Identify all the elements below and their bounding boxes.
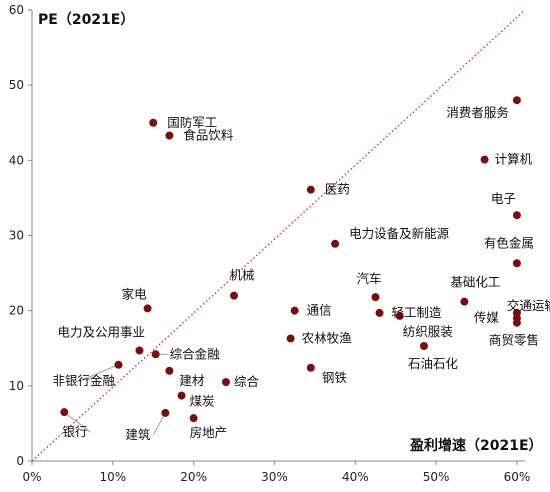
data-point <box>419 341 428 350</box>
point-label: 计算机 <box>495 152 533 167</box>
data-point <box>189 414 198 423</box>
y-tick-label: 60 <box>9 3 24 17</box>
point-label: 通信 <box>307 303 332 318</box>
point-label: 轻工制造 <box>392 305 443 320</box>
data-point <box>135 346 144 355</box>
data-point <box>143 304 152 313</box>
data-point <box>306 363 315 372</box>
point-label: 家电 <box>122 286 148 301</box>
leader-line <box>80 364 119 382</box>
point-label: 汽车 <box>356 271 381 286</box>
point-label: 建材 <box>179 373 204 388</box>
data-point <box>177 391 186 400</box>
point-label: 农林牧渔 <box>302 330 352 345</box>
x-tick-label: 10% <box>99 470 126 484</box>
data-point <box>221 378 230 387</box>
data-point <box>306 185 315 194</box>
x-tick-label: 60% <box>504 470 531 484</box>
chart-title: PE（2021E） <box>38 12 134 28</box>
point-label: 有色金属 <box>484 235 534 250</box>
point-label: 电子 <box>491 191 516 206</box>
point-label: 建筑 <box>125 427 151 442</box>
point-label: 商贸零售 <box>489 333 539 348</box>
point-label: 国防军工 <box>167 115 217 130</box>
point-label: 银行 <box>62 424 87 439</box>
point-label: 钢铁 <box>322 370 348 385</box>
point-label: 医药 <box>325 182 350 197</box>
data-point <box>286 334 295 343</box>
point-label: 电力及公用事业 <box>57 325 145 340</box>
point-label: 纺织服装 <box>403 324 453 339</box>
leader-line <box>64 411 91 433</box>
x-tick-label: 30% <box>261 470 288 484</box>
point-label: 综合 <box>234 374 260 389</box>
x-axis-label: 盈利增速（2021E） <box>409 437 543 454</box>
y-tick-label: 20 <box>9 304 24 318</box>
data-point <box>230 291 239 300</box>
point-label: 非银行金融 <box>52 373 115 388</box>
axes: 0 10 20 30 40 50 60 0% 10% 20% 30% 40% 50% 60% <box>9 3 531 484</box>
data-point <box>512 211 521 220</box>
point-label: 传媒 <box>474 310 500 325</box>
y-tick-label: 30 <box>9 229 24 243</box>
data-point <box>151 350 160 359</box>
x-tick-label: 40% <box>342 470 369 484</box>
data-point <box>512 96 521 105</box>
data-point <box>149 118 158 127</box>
y-tick-label: 50 <box>9 78 24 92</box>
data-point <box>375 308 384 317</box>
reference-line <box>31 9 526 462</box>
data-point <box>60 408 69 417</box>
data-point <box>512 318 521 327</box>
data-point <box>480 155 489 164</box>
point-label: 煤炭 <box>190 394 215 409</box>
point-label: 机械 <box>230 268 256 283</box>
data-point <box>114 360 123 369</box>
data-point <box>395 311 404 320</box>
point-label: 消费者服务 <box>446 105 509 120</box>
point-label: 综合金融 <box>170 346 221 361</box>
data-point <box>165 131 174 140</box>
point-label: 石油石化 <box>408 356 459 371</box>
data-point <box>165 366 174 375</box>
data-point <box>331 239 340 248</box>
x-tick-label: 20% <box>180 470 207 484</box>
x-tick-label: 50% <box>423 470 450 484</box>
y-tick-label: 0 <box>16 454 24 468</box>
diagonal-reference-line <box>31 9 526 462</box>
x-tick-label: 0% <box>22 470 41 484</box>
data-point <box>371 293 380 302</box>
point-label: 房地产 <box>190 425 228 440</box>
y-tick-label: 10 <box>9 379 24 393</box>
data-point <box>460 297 469 306</box>
y-tick-label: 40 <box>9 153 24 167</box>
point-label: 交通运输 <box>507 298 550 313</box>
leader-line <box>153 412 166 436</box>
data-point <box>161 408 170 417</box>
point-label: 电力设备及新能源 <box>349 226 450 241</box>
data-points <box>60 96 521 423</box>
point-label: 食品饮料 <box>183 128 234 143</box>
point-label: 基础化工 <box>450 275 500 290</box>
data-point <box>290 306 299 315</box>
data-point <box>512 259 521 268</box>
